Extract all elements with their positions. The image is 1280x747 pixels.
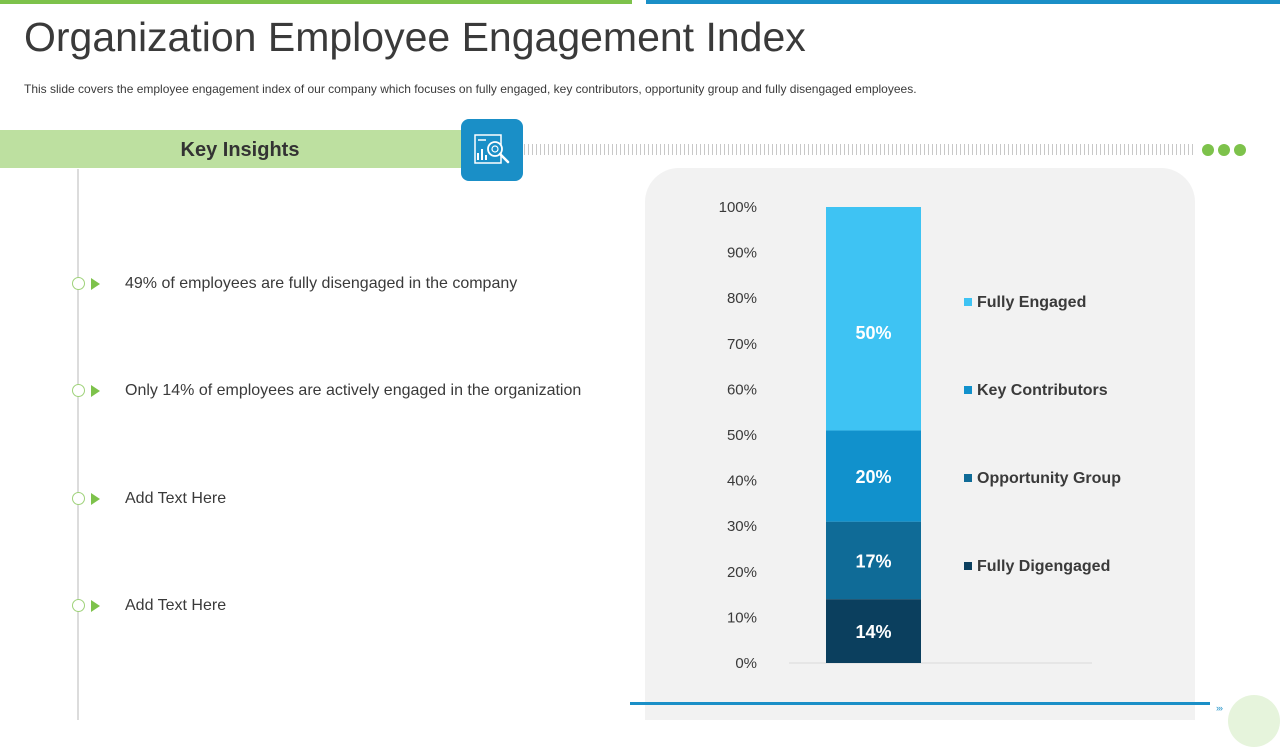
data-label: 20% <box>855 467 891 487</box>
legend-swatch <box>964 562 972 570</box>
y-tick-label: 40% <box>727 473 757 490</box>
decor-dot <box>1218 144 1230 156</box>
legend-label: Fully Digengaged <box>977 558 1111 575</box>
bar-segment <box>826 521 921 600</box>
insight-text: Add Text Here <box>125 597 227 614</box>
timeline-line <box>77 169 79 720</box>
key-insights-header: Key Insights <box>0 130 480 168</box>
forward-arrows-icon: ››› <box>1216 703 1223 713</box>
insight-text: Only 14% of employees are actively engag… <box>125 382 582 399</box>
top-accent-bar-blue <box>646 0 1280 4</box>
bar-segment <box>826 599 921 663</box>
y-tick-label: 70% <box>727 336 757 353</box>
legend-label: Fully Engaged <box>977 294 1087 311</box>
legend-label: Opportunity Group <box>977 470 1121 487</box>
bar-segment <box>826 430 921 522</box>
y-tick-label: 100% <box>719 199 757 216</box>
legend-swatch <box>964 386 972 394</box>
y-tick-label: 30% <box>727 518 757 535</box>
y-tick-label: 10% <box>727 609 757 626</box>
top-accent-bar-green <box>0 0 632 4</box>
analytics-search-icon <box>461 119 523 181</box>
y-tick-label: 60% <box>727 381 757 398</box>
legend-swatch <box>964 474 972 482</box>
dotted-divider <box>524 144 1196 155</box>
bar-segment <box>826 207 921 431</box>
y-tick-label: 50% <box>727 427 757 444</box>
page-subtitle: This slide covers the employee engagemen… <box>24 82 917 96</box>
data-label: 50% <box>855 323 891 343</box>
data-label: 14% <box>855 622 891 642</box>
stacked-bar-chart: 0% 10% 20% 30% 40% 50% 60% 70% 80% 90% 100% 14% 17% 2… <box>719 199 1092 672</box>
y-tick-label: 90% <box>727 245 757 262</box>
legend-swatch <box>964 298 972 306</box>
insight-text: 49% of employees are fully disengaged in… <box>125 275 518 292</box>
decor-dot <box>1234 144 1246 156</box>
y-tick-label: 20% <box>727 564 757 581</box>
decor-dot <box>1202 144 1214 156</box>
y-tick-label: 80% <box>727 290 757 307</box>
bottom-accent-line <box>630 702 1210 705</box>
legend-label: Key Contributors <box>977 382 1108 399</box>
insight-text: Add Text Here <box>125 490 227 507</box>
data-label: 17% <box>855 551 891 571</box>
corner-decor-circle <box>1228 695 1280 747</box>
y-tick-label: 0% <box>735 655 757 672</box>
page-title: Organization Employee Engagement Index <box>24 14 806 60</box>
key-insights-heading: Key Insights <box>180 139 300 161</box>
